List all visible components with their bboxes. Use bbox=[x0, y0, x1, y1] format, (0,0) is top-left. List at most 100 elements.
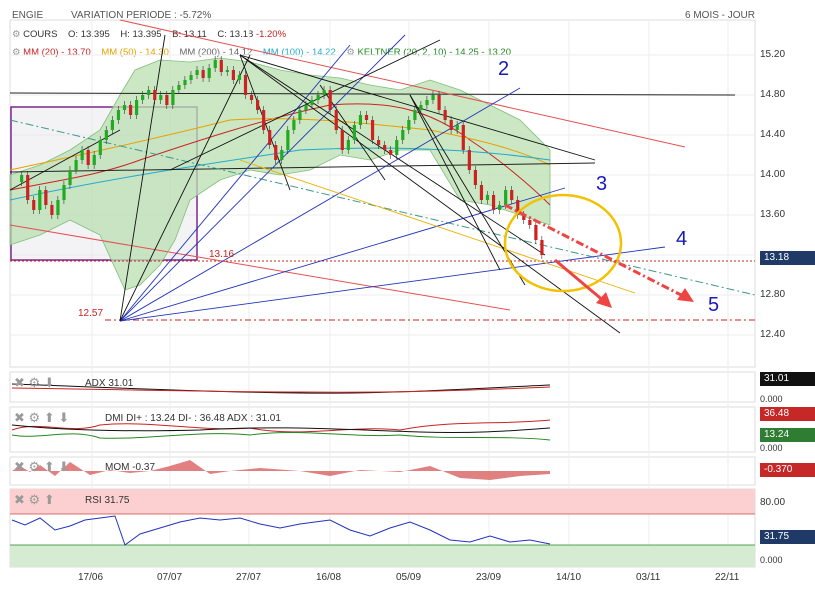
candle bbox=[407, 120, 411, 130]
candle bbox=[383, 145, 387, 150]
candle bbox=[504, 190, 508, 205]
open-value: O: 13.395 bbox=[68, 29, 110, 40]
candle bbox=[443, 110, 447, 120]
candle bbox=[286, 130, 290, 150]
candlesticks bbox=[20, 56, 544, 259]
annotation-4: 4 bbox=[676, 228, 688, 250]
close-icon[interactable]: ✖ bbox=[14, 459, 25, 474]
mom-label: MOM -0.37 bbox=[105, 462, 156, 473]
adx-controls: ✖ ⚙ ⬇ bbox=[14, 375, 55, 391]
dmi-zero: 0.000 bbox=[760, 443, 783, 453]
candle bbox=[358, 115, 363, 125]
gear-icon[interactable]: ⚙ bbox=[12, 47, 21, 58]
mm50-label: MM (50) - 14.30 bbox=[101, 47, 169, 58]
candle bbox=[256, 100, 260, 110]
variation-period: VARIATION PERIODE : -5.72% bbox=[71, 10, 212, 21]
close-icon[interactable]: ✖ bbox=[14, 410, 25, 425]
y-tick: 12.40 bbox=[760, 329, 786, 340]
dmi-label: DMI DI+ : 13.24 DI- : 36.48 ADX : 31.01 bbox=[105, 413, 281, 424]
candle bbox=[395, 140, 399, 155]
dmi-adx-line bbox=[11, 424, 551, 434]
candle bbox=[110, 120, 114, 130]
candle bbox=[44, 190, 48, 205]
candle bbox=[32, 200, 36, 210]
candle bbox=[189, 75, 193, 80]
gear-icon[interactable]: ⚙ bbox=[28, 375, 41, 390]
mom-controls: ✖ ⚙ ⬆ ⬇ bbox=[14, 459, 69, 475]
last-price-box: 13.18 bbox=[760, 251, 815, 265]
x-tick: 05/09 bbox=[396, 572, 422, 583]
candle bbox=[346, 140, 350, 150]
period-selector[interactable]: 6 MOIS - JOUR bbox=[685, 10, 756, 21]
y-tick: 12.80 bbox=[760, 289, 786, 300]
dmi-controls: ✖ ⚙ ⬆ ⬇ bbox=[14, 410, 69, 426]
y-tick: 15.20 bbox=[760, 49, 786, 60]
y-tick: 13.60 bbox=[760, 209, 786, 220]
candle bbox=[86, 150, 90, 165]
candle bbox=[340, 130, 344, 150]
annotation-3: 3 bbox=[596, 173, 608, 195]
candle bbox=[20, 175, 24, 182]
candle bbox=[249, 95, 254, 100]
candle bbox=[262, 110, 266, 130]
candle bbox=[364, 115, 369, 120]
mom-frame bbox=[9, 456, 756, 486]
candle bbox=[268, 130, 272, 145]
arrow-up-icon[interactable]: ⬆ bbox=[43, 492, 55, 507]
candle bbox=[491, 195, 496, 210]
x-tick: 17/06 bbox=[78, 572, 104, 583]
candle bbox=[352, 125, 356, 140]
change-value: -1.20% bbox=[255, 29, 287, 40]
x-tick: 22/11 bbox=[715, 572, 740, 583]
dmi-pos-box: 13.24 bbox=[760, 428, 815, 442]
annotation-2: 2 bbox=[498, 58, 510, 80]
gear-icon[interactable]: ⚙ bbox=[346, 47, 355, 58]
rsi-line bbox=[11, 515, 551, 546]
candle bbox=[56, 200, 60, 215]
candle bbox=[171, 90, 175, 105]
candle bbox=[26, 175, 30, 200]
candle bbox=[135, 100, 139, 115]
support-line bbox=[9, 162, 596, 173]
close-icon[interactable]: ✖ bbox=[14, 375, 25, 390]
candle bbox=[68, 170, 72, 185]
candle bbox=[449, 120, 453, 130]
rsi-value-box: 31.75 bbox=[760, 530, 815, 544]
mom-area bbox=[12, 460, 550, 480]
candle bbox=[213, 60, 217, 68]
candle bbox=[461, 125, 465, 150]
candle bbox=[304, 105, 308, 110]
close-icon[interactable]: ✖ bbox=[14, 492, 25, 507]
arrow-down-icon[interactable]: ⬇ bbox=[43, 375, 55, 390]
rsi-controls: ✖ ⚙ ⬆ bbox=[14, 492, 55, 508]
gear-icon[interactable]: ⚙ bbox=[12, 29, 21, 40]
dmi-neg-box: 36.48 bbox=[760, 407, 815, 421]
arrow-up-icon[interactable]: ⬆ bbox=[43, 410, 55, 425]
gear-icon[interactable]: ⚙ bbox=[28, 410, 41, 425]
candle bbox=[377, 140, 381, 145]
arrow-down-icon[interactable]: ⬇ bbox=[58, 410, 70, 425]
arrow-up-icon[interactable]: ⬆ bbox=[43, 459, 55, 474]
gear-icon[interactable]: ⚙ bbox=[28, 459, 41, 474]
candle bbox=[92, 155, 96, 165]
candle bbox=[38, 190, 42, 210]
mom-value-box: -0.370 bbox=[760, 463, 815, 477]
fan-lines bbox=[119, 34, 666, 322]
candle bbox=[401, 130, 405, 140]
mm20-label: MM (20) - 13.70 bbox=[23, 47, 91, 58]
y-tick: 14.40 bbox=[760, 129, 786, 140]
candle bbox=[310, 100, 314, 105]
candle bbox=[485, 195, 490, 200]
arrow-down-icon[interactable]: ⬇ bbox=[58, 459, 70, 474]
candle bbox=[322, 90, 326, 95]
candle bbox=[243, 75, 248, 95]
x-tick: 07/07 bbox=[157, 572, 183, 583]
rsi-oversold-zone bbox=[10, 545, 755, 567]
level-1316-label: 13.16 bbox=[209, 249, 235, 260]
candle bbox=[280, 150, 284, 160]
legend-cours: ⚙ COURS O: 13.395 H: 13.395 B: 13.11 C: … bbox=[12, 29, 287, 40]
candle bbox=[419, 105, 423, 110]
gear-icon[interactable]: ⚙ bbox=[28, 492, 41, 507]
candle bbox=[479, 185, 484, 200]
